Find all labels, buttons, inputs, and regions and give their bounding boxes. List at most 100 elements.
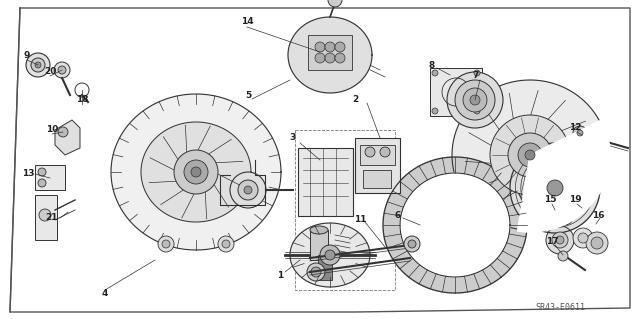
Circle shape xyxy=(490,115,570,195)
Circle shape xyxy=(404,236,420,252)
Circle shape xyxy=(238,180,258,200)
Circle shape xyxy=(432,108,438,114)
Text: 17: 17 xyxy=(546,238,558,247)
Bar xyxy=(355,138,400,193)
Circle shape xyxy=(320,245,340,265)
Text: 2: 2 xyxy=(352,95,358,105)
Circle shape xyxy=(222,240,230,248)
Circle shape xyxy=(311,267,321,277)
Polygon shape xyxy=(452,80,608,230)
Text: 20: 20 xyxy=(44,68,56,77)
Circle shape xyxy=(552,232,568,248)
Bar xyxy=(35,165,65,190)
Circle shape xyxy=(546,226,574,254)
Circle shape xyxy=(31,58,45,72)
Circle shape xyxy=(244,186,252,194)
Ellipse shape xyxy=(310,226,328,234)
Text: 11: 11 xyxy=(354,216,366,225)
Circle shape xyxy=(547,180,563,196)
Circle shape xyxy=(35,62,41,68)
Circle shape xyxy=(463,88,487,112)
Circle shape xyxy=(557,209,573,225)
Bar xyxy=(298,148,353,216)
Text: 10: 10 xyxy=(46,125,58,135)
Text: 12: 12 xyxy=(569,123,581,132)
Polygon shape xyxy=(290,223,370,287)
Circle shape xyxy=(577,130,583,136)
Bar xyxy=(360,145,395,165)
Circle shape xyxy=(556,236,564,244)
Text: 1: 1 xyxy=(277,271,283,280)
Text: 6: 6 xyxy=(395,211,401,219)
Circle shape xyxy=(474,108,480,114)
Circle shape xyxy=(365,147,375,157)
Text: 14: 14 xyxy=(241,18,253,26)
Text: 9: 9 xyxy=(24,50,30,60)
Circle shape xyxy=(447,72,503,128)
Circle shape xyxy=(315,53,325,63)
Circle shape xyxy=(586,232,608,254)
Circle shape xyxy=(54,62,70,78)
Text: 5: 5 xyxy=(245,91,251,100)
Circle shape xyxy=(380,147,390,157)
Text: 4: 4 xyxy=(102,290,108,299)
Text: 15: 15 xyxy=(544,196,556,204)
Circle shape xyxy=(328,0,342,7)
Text: 8: 8 xyxy=(429,61,435,70)
Circle shape xyxy=(470,95,480,105)
Polygon shape xyxy=(288,17,372,93)
Circle shape xyxy=(191,167,201,177)
Bar xyxy=(35,195,57,240)
Circle shape xyxy=(561,213,569,221)
Bar xyxy=(430,68,482,116)
Circle shape xyxy=(408,240,416,248)
Circle shape xyxy=(184,160,208,184)
Circle shape xyxy=(174,150,218,194)
Circle shape xyxy=(325,250,335,260)
Circle shape xyxy=(315,42,325,52)
Bar xyxy=(318,255,332,280)
Circle shape xyxy=(158,236,174,252)
Circle shape xyxy=(578,233,588,243)
Text: 19: 19 xyxy=(569,196,581,204)
Polygon shape xyxy=(510,143,600,233)
Polygon shape xyxy=(518,120,610,232)
Text: 18: 18 xyxy=(76,95,88,105)
Text: 7: 7 xyxy=(473,71,479,80)
Circle shape xyxy=(455,80,495,120)
Circle shape xyxy=(38,168,46,176)
Circle shape xyxy=(26,53,50,77)
Circle shape xyxy=(432,70,438,76)
Circle shape xyxy=(518,143,542,167)
Bar xyxy=(310,230,328,260)
Circle shape xyxy=(558,251,568,261)
Circle shape xyxy=(325,53,335,63)
Polygon shape xyxy=(55,120,80,155)
Bar xyxy=(308,35,352,70)
Polygon shape xyxy=(383,157,527,293)
Polygon shape xyxy=(141,122,251,222)
Circle shape xyxy=(39,209,51,221)
Text: 13: 13 xyxy=(22,169,35,179)
Circle shape xyxy=(38,179,46,187)
Circle shape xyxy=(58,66,66,74)
Circle shape xyxy=(525,150,535,160)
Text: 16: 16 xyxy=(592,211,604,219)
Text: 21: 21 xyxy=(45,213,58,222)
Text: SR43-E0611: SR43-E0611 xyxy=(535,303,585,313)
Circle shape xyxy=(335,53,345,63)
Text: 3: 3 xyxy=(290,133,296,143)
Circle shape xyxy=(218,236,234,252)
Polygon shape xyxy=(400,173,510,277)
Polygon shape xyxy=(111,94,281,250)
Circle shape xyxy=(162,240,170,248)
Circle shape xyxy=(335,42,345,52)
Circle shape xyxy=(58,127,68,137)
Bar xyxy=(363,170,391,188)
Circle shape xyxy=(591,237,603,249)
Circle shape xyxy=(573,228,593,248)
Circle shape xyxy=(307,263,325,281)
Circle shape xyxy=(325,42,335,52)
Circle shape xyxy=(573,126,587,140)
Circle shape xyxy=(474,70,480,76)
